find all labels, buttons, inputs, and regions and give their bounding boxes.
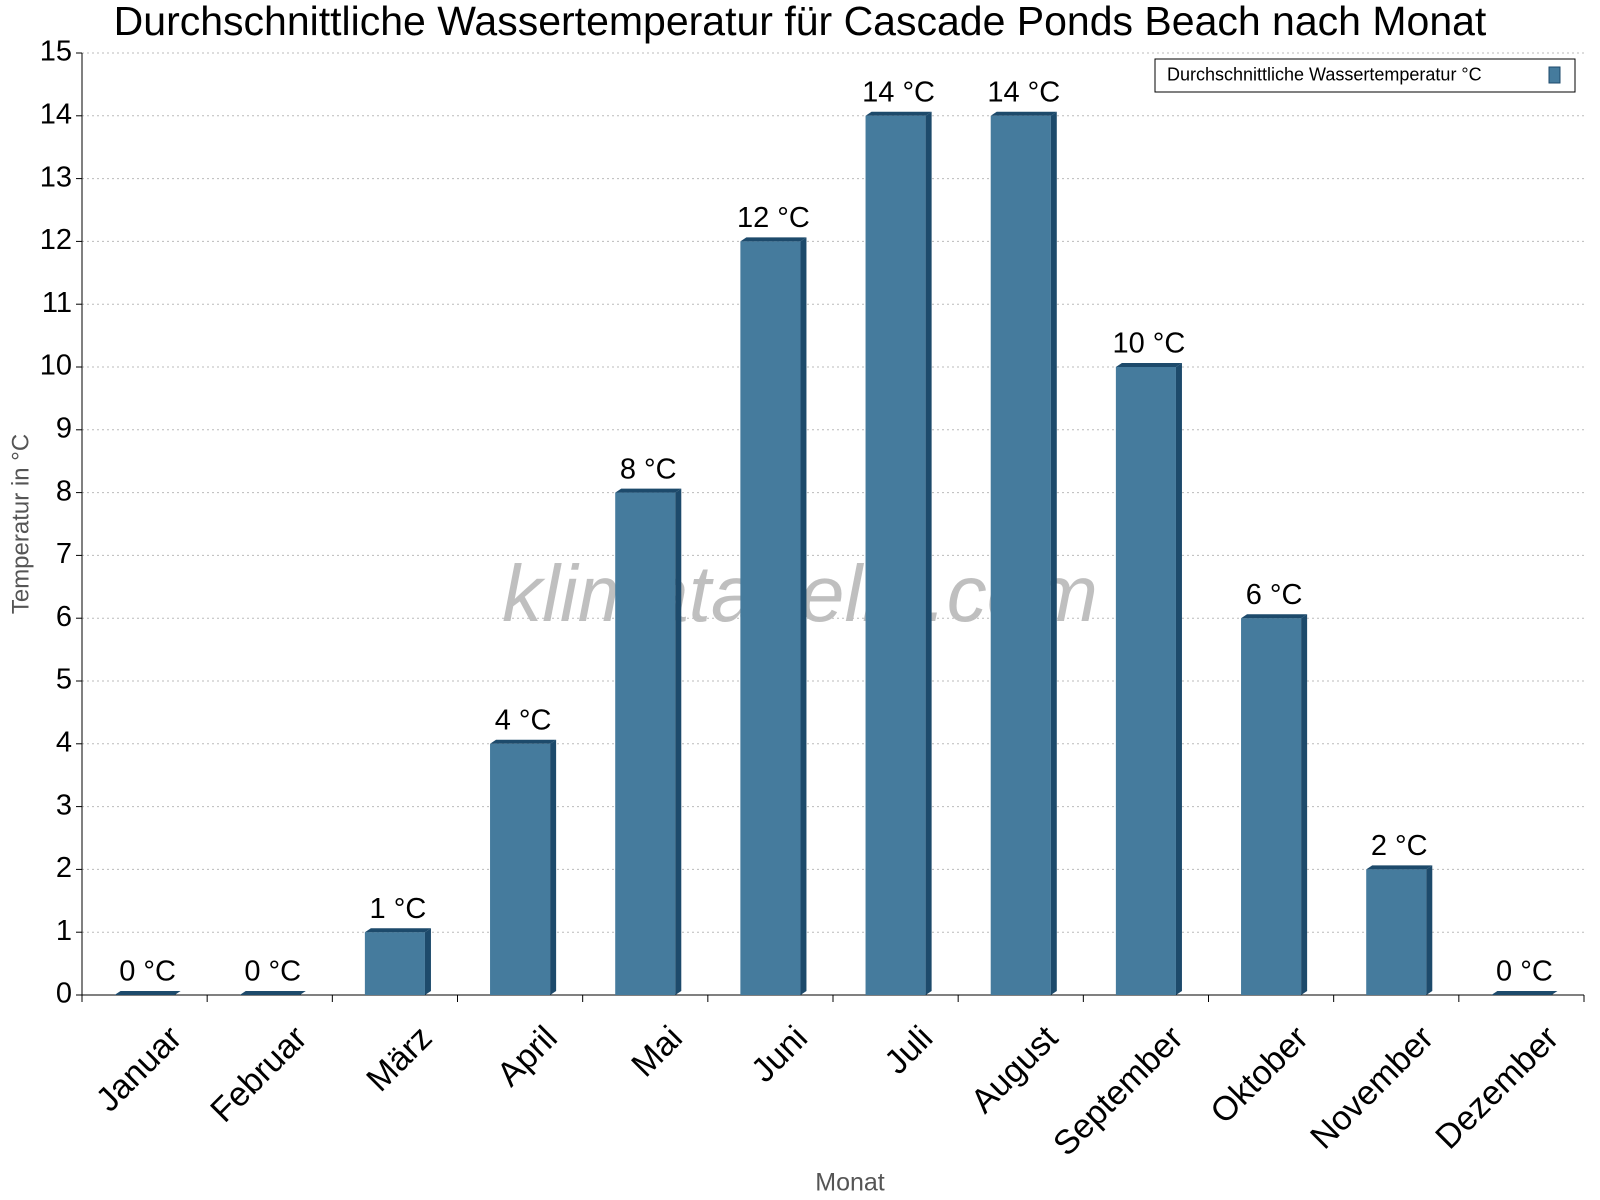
bar	[615, 488, 682, 995]
value-label: 0 °C	[119, 956, 176, 988]
bar	[364, 928, 431, 995]
bar-front	[1241, 618, 1302, 995]
y-axis-label: Temperatur in °C	[7, 434, 34, 614]
bar-side	[1175, 363, 1182, 995]
bar-side	[1050, 111, 1057, 996]
value-label: 0 °C	[1496, 956, 1553, 988]
bar-side	[800, 237, 807, 995]
bar	[114, 991, 181, 995]
y-tick-label: 2	[56, 852, 72, 884]
bar-side	[675, 488, 682, 995]
bar-top	[1491, 991, 1558, 995]
legend-swatch	[1548, 66, 1561, 84]
value-label: 4 °C	[495, 704, 552, 736]
y-tick-label: 12	[40, 224, 72, 256]
value-label: 12 °C	[737, 202, 810, 234]
value-label: 10 °C	[1112, 328, 1185, 360]
y-tick-label: 7	[56, 538, 72, 570]
bar	[865, 111, 932, 996]
bar-top	[990, 111, 1057, 116]
y-tick-label: 5	[56, 664, 72, 696]
bar-front	[990, 115, 1051, 996]
bar	[1491, 991, 1558, 995]
bar-front	[1115, 367, 1176, 995]
bar-top	[1366, 865, 1433, 870]
bar	[990, 111, 1057, 996]
bar-front	[740, 241, 801, 995]
value-label: 1 °C	[370, 893, 427, 925]
bar	[239, 991, 306, 995]
y-tick-label: 13	[40, 161, 72, 193]
bar-front	[364, 932, 425, 995]
bar-top	[114, 991, 181, 995]
bar	[1115, 363, 1182, 995]
legend-box	[1154, 58, 1576, 93]
bar-top	[364, 928, 431, 933]
value-label: 8 °C	[620, 453, 677, 485]
y-tick-label: 0	[56, 978, 72, 1010]
bar-front	[490, 743, 551, 995]
value-label: 2 °C	[1371, 830, 1428, 862]
bar	[1241, 614, 1308, 995]
bar-front	[615, 492, 676, 995]
y-tick-label: 11	[42, 287, 72, 319]
y-tick-label: 14	[40, 98, 72, 130]
value-label: 14 °C	[987, 76, 1060, 108]
legend-label: Durchschnittliche Wassertemperatur °C	[1167, 64, 1482, 84]
bar-side	[1301, 614, 1308, 995]
y-tick-label: 15	[40, 36, 72, 68]
bar-side	[925, 111, 932, 996]
legend: Durchschnittliche Wassertemperatur °C	[1154, 58, 1576, 93]
value-label: 14 °C	[862, 76, 935, 108]
bar-top	[865, 111, 932, 116]
y-tick-label: 3	[56, 789, 72, 821]
bar-top	[1115, 363, 1182, 367]
bar-front	[865, 115, 926, 996]
bar-top	[615, 488, 682, 493]
bar-top	[1241, 614, 1308, 619]
bar-side	[550, 739, 557, 995]
bar-side	[1426, 865, 1433, 995]
bar-front	[1366, 869, 1427, 995]
y-tick-label: 8	[56, 475, 72, 507]
bar-side	[424, 928, 431, 995]
y-tick-label: 4	[56, 726, 72, 758]
y-tick-label: 6	[56, 601, 72, 633]
y-tick-label: 1	[56, 915, 72, 947]
y-tick-label: 10	[40, 350, 72, 382]
bar-top	[490, 739, 557, 744]
value-label: 6 °C	[1246, 579, 1303, 611]
bar	[740, 237, 807, 995]
bar	[1366, 865, 1433, 995]
y-tick-label: 9	[56, 412, 72, 444]
value-label: 0 °C	[244, 956, 301, 988]
bar	[490, 739, 557, 995]
x-axis-label: Monat	[815, 1169, 885, 1197]
bar-top	[239, 991, 306, 995]
chart-title: Durchschnittliche Wassertemperatur für C…	[114, 0, 1487, 44]
bar-top	[740, 237, 807, 242]
